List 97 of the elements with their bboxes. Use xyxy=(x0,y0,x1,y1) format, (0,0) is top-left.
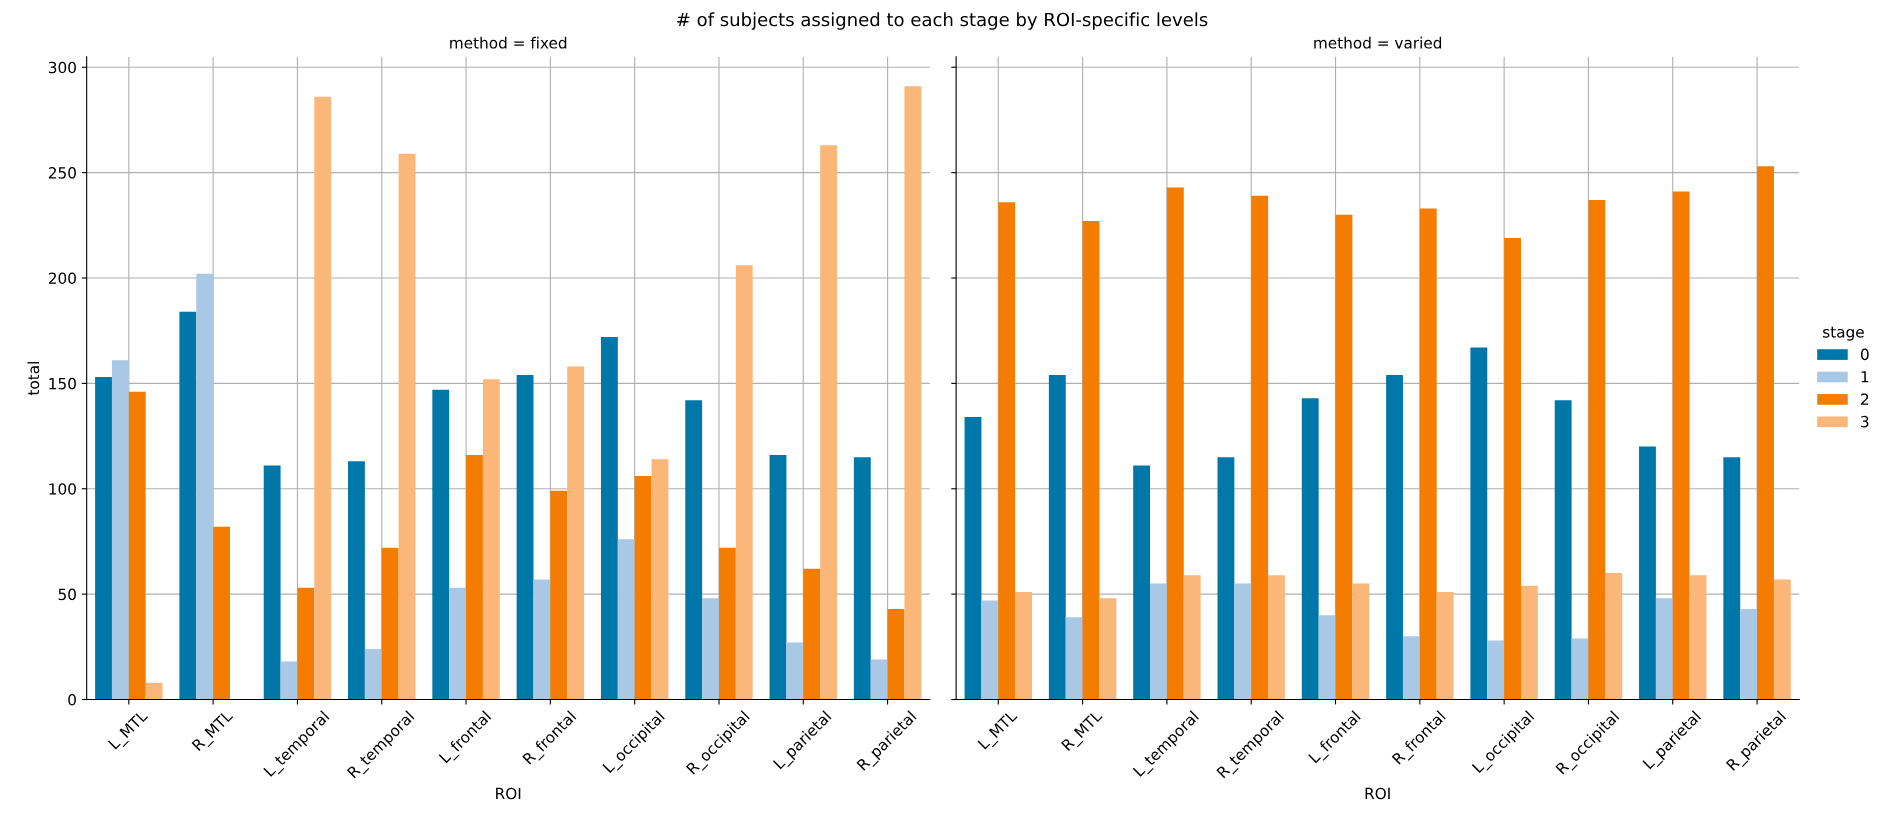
legend-label: 0 xyxy=(1860,348,1869,361)
bar xyxy=(482,379,500,700)
y-tick-label: 100 xyxy=(49,483,76,495)
bar xyxy=(1689,575,1707,700)
bar xyxy=(1554,400,1572,700)
bar xyxy=(263,465,281,700)
bar xyxy=(1504,237,1521,700)
bar xyxy=(1571,638,1589,700)
bar xyxy=(1015,592,1033,700)
bar xyxy=(1268,575,1285,700)
bar xyxy=(870,659,888,700)
bar xyxy=(128,391,146,700)
bar xyxy=(1436,592,1454,700)
bar xyxy=(1773,579,1791,700)
bar xyxy=(786,642,804,700)
bar xyxy=(95,377,112,700)
bar xyxy=(1133,465,1151,700)
bar xyxy=(1521,585,1538,700)
bar xyxy=(1335,214,1353,700)
bar xyxy=(196,273,214,700)
y-tick-label: 200 xyxy=(48,272,76,285)
bar xyxy=(964,417,982,700)
bar xyxy=(1166,187,1184,700)
bar xyxy=(1183,575,1201,700)
y-tick-label: 150 xyxy=(49,377,76,390)
legend-label: 3 xyxy=(1861,415,1869,428)
bar xyxy=(600,337,618,700)
bar xyxy=(1487,640,1505,700)
bar xyxy=(1217,457,1235,700)
x-axis-title: ROI xyxy=(1365,787,1390,800)
bar xyxy=(1605,573,1623,700)
legend-title: stage xyxy=(1823,326,1864,341)
bar xyxy=(685,400,703,700)
bar xyxy=(213,526,230,700)
bar xyxy=(1639,446,1656,700)
bar xyxy=(432,389,450,700)
bar xyxy=(348,461,365,700)
legend-label: 2 xyxy=(1861,393,1869,405)
bar xyxy=(803,568,821,700)
bar xyxy=(617,539,635,700)
bar xyxy=(516,374,534,700)
bar xyxy=(1672,191,1690,700)
bar xyxy=(1757,166,1774,700)
bar xyxy=(381,547,399,700)
bar xyxy=(297,587,315,700)
bar xyxy=(702,598,719,700)
y-tick-label: 0 xyxy=(68,693,76,706)
bar xyxy=(1402,636,1420,700)
chart-title: method = fixed xyxy=(450,36,567,49)
chart-title: method = varied xyxy=(1314,36,1442,49)
bar xyxy=(364,648,382,700)
bar xyxy=(1065,617,1083,700)
bar xyxy=(769,455,787,700)
bar xyxy=(1082,221,1100,700)
bar xyxy=(718,547,736,700)
y-tick-label: 250 xyxy=(48,167,76,179)
text: # of subjects assigned to each stage by ROI-specific levels xyxy=(677,12,1208,30)
bar xyxy=(1099,598,1117,700)
legend-label: 1 xyxy=(1861,371,1869,383)
bar xyxy=(1655,598,1673,700)
bar xyxy=(533,579,551,700)
bar xyxy=(449,587,467,700)
bar xyxy=(398,153,416,700)
bar xyxy=(634,476,652,700)
bar xyxy=(1419,208,1437,700)
bar xyxy=(550,490,568,700)
bar xyxy=(820,145,838,700)
y-axis-title: total xyxy=(27,362,40,396)
bar xyxy=(651,459,669,700)
bar xyxy=(1318,615,1336,700)
bar xyxy=(314,96,332,700)
bar xyxy=(1723,457,1741,700)
bar xyxy=(1470,347,1488,700)
bar xyxy=(981,600,999,700)
bar xyxy=(1588,200,1606,700)
bar xyxy=(1301,398,1319,700)
bar xyxy=(998,202,1016,700)
bar xyxy=(1234,583,1252,700)
bar xyxy=(111,360,129,700)
bar xyxy=(1386,374,1403,700)
y-tick-label: 50 xyxy=(58,588,76,601)
bar xyxy=(1352,583,1370,700)
bar xyxy=(280,661,298,700)
bar xyxy=(853,457,871,700)
bar xyxy=(1048,374,1066,700)
bar xyxy=(1251,195,1269,700)
bar xyxy=(735,265,753,700)
bar xyxy=(1150,583,1167,700)
bar xyxy=(179,311,197,700)
bar xyxy=(466,455,483,700)
y-tick-label: 300 xyxy=(48,61,76,74)
bar xyxy=(145,682,163,700)
bar xyxy=(1740,608,1758,700)
bar xyxy=(904,86,922,700)
x-axis-title: ROI xyxy=(496,787,521,800)
bar xyxy=(887,608,905,700)
bar xyxy=(567,366,585,700)
